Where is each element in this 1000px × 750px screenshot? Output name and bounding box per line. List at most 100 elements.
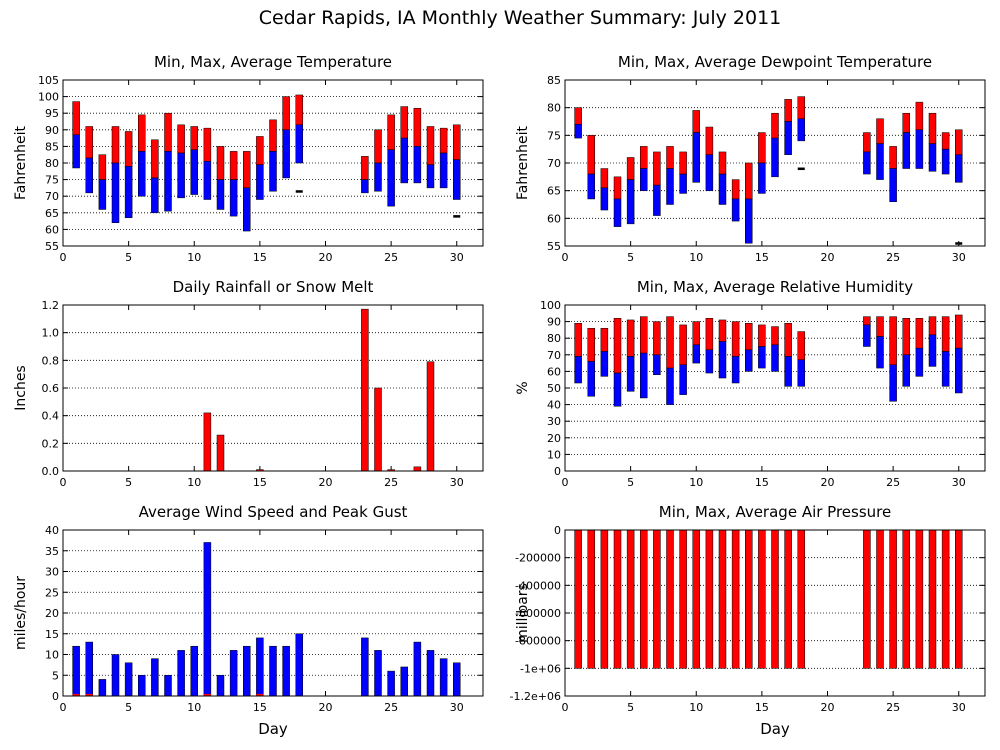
temp-ytick-label: 70 (45, 190, 59, 203)
humidity-bar-lower (955, 347, 963, 394)
pressure-bar (626, 529, 635, 669)
dewpoint-ylabel: Fahrenheit (515, 125, 531, 200)
wind-bar-peak (72, 645, 80, 697)
wind-bar-peak (374, 650, 382, 697)
dewpoint-bar-upper (928, 112, 937, 144)
wind-bar-peak (216, 675, 225, 697)
humidity-bar-lower (784, 356, 792, 387)
pressure-bar (784, 529, 792, 669)
humidity-bar-lower (692, 344, 700, 364)
pressure-ytick-label: -1.2e+06 (510, 690, 561, 703)
wind-bar-peak (229, 650, 238, 697)
wind-ytick-label: 10 (45, 649, 59, 662)
humidity-bar-upper (797, 331, 805, 361)
wind-xtick-label: 10 (187, 701, 201, 714)
temp-bar-upper (164, 112, 172, 152)
dewpoint-bar-lower (902, 132, 910, 169)
dewpoint-bar-upper (797, 96, 805, 119)
wind-bar-peak (124, 662, 133, 697)
temp-marker (295, 190, 303, 193)
temp-bar-lower (256, 164, 264, 200)
wind-ytick-label: 25 (45, 586, 59, 599)
pressure-bar (574, 529, 582, 669)
dewpoint-bar-lower (928, 143, 937, 172)
rain-ytick-label: 0.8 (42, 354, 60, 367)
humidity-bar-upper (876, 316, 884, 337)
dewpoint-bar-lower (679, 173, 687, 194)
temp-bar-upper (387, 114, 395, 150)
pressure-title: Min, Max, Average Air Pressure (659, 503, 891, 521)
temp-ytick-label: 105 (38, 74, 59, 87)
humidity-bar-upper (784, 323, 792, 357)
temp-bar-lower (361, 179, 369, 194)
wind-bar-peak (400, 666, 408, 697)
pressure-ytick-label: 0 (554, 524, 561, 537)
temp-ytick-label: 75 (45, 174, 59, 187)
temp-bar-lower (111, 162, 120, 224)
wind-bar-avg (72, 693, 80, 696)
temp-bar-upper (151, 139, 159, 179)
pressure-ytick-label: -1e+06 (520, 662, 561, 675)
dewpoint-xtick-label: 0 (562, 251, 569, 264)
humidity-bar-lower (640, 352, 648, 399)
dewpoint-bar-lower (692, 132, 700, 183)
humidity-bar-lower (758, 346, 766, 369)
wind-bar-avg (256, 693, 264, 696)
temp-bar-lower (229, 179, 238, 217)
wind-xlabel: Day (258, 720, 288, 738)
dewpoint-bar-upper (679, 151, 687, 175)
pressure-bar (863, 529, 871, 669)
dewpoint-bar-upper (784, 99, 792, 122)
humidity-bar-lower (731, 356, 740, 384)
wind-plot-frame (62, 529, 484, 697)
dewpoint-bar-upper (666, 146, 674, 169)
wind-ytick-label: 5 (52, 669, 59, 682)
humidity-bar-upper (771, 326, 779, 346)
temp-bar-lower (138, 151, 146, 197)
temp-bar-lower (282, 129, 290, 179)
temp-ytick-label: 85 (45, 140, 59, 153)
temp-bar-lower (387, 149, 395, 207)
wind-ytick-label: 20 (45, 607, 59, 620)
dewpoint-bar-lower (771, 137, 779, 178)
wind-bar-avg (203, 693, 211, 696)
dewpoint-bar-lower (955, 154, 963, 183)
rain-bar (426, 361, 435, 472)
temp-bar-lower (164, 151, 172, 212)
temp-plot-frame (62, 79, 484, 247)
dewpoint-bar-lower (718, 173, 727, 205)
wind-bar-peak (203, 542, 212, 697)
wind-bars (72, 542, 461, 697)
wind-bar-peak (190, 645, 198, 697)
wind-bar-peak (269, 645, 277, 697)
pressure-xtick-label: 5 (627, 701, 634, 714)
temp-bar-upper (190, 126, 198, 150)
pressure-bar (928, 529, 937, 669)
dewpoint-bar-lower (666, 168, 674, 205)
humidity-bar-lower (626, 356, 635, 392)
dewpoint-bar-lower (587, 173, 595, 200)
temp-bar-upper (256, 136, 264, 165)
dewpoint-plot-frame (564, 79, 986, 247)
humidity-bar-upper (679, 324, 687, 366)
humidity-bar-lower (876, 336, 884, 369)
humidity-ytick-label: 100 (540, 299, 561, 312)
humidity-bar-lower (863, 324, 871, 347)
dewpoint-bar-upper (876, 118, 884, 144)
humidity-bar-lower (797, 359, 805, 387)
dewpoint-ytick-label: 60 (547, 212, 561, 225)
humidity-bar-upper (587, 327, 595, 362)
wind-ytick-label: 35 (45, 545, 59, 558)
pressure-bar (876, 529, 884, 669)
temp-bar-lower (269, 151, 277, 192)
pressure-bar (705, 529, 714, 669)
rain-bar (216, 434, 225, 472)
humidity-bar-upper (928, 316, 937, 336)
temp-bar-lower (72, 134, 80, 169)
wind-bar-peak (138, 675, 146, 697)
dewpoint-bar-lower (876, 143, 884, 180)
humidity-ytick-label: 80 (547, 332, 561, 345)
wind-xtick-label: 0 (60, 701, 67, 714)
pressure-bar (653, 529, 661, 669)
pressure-chart: Min, Max, Average Air Pressure 0 -200000 -4… (510, 503, 986, 738)
